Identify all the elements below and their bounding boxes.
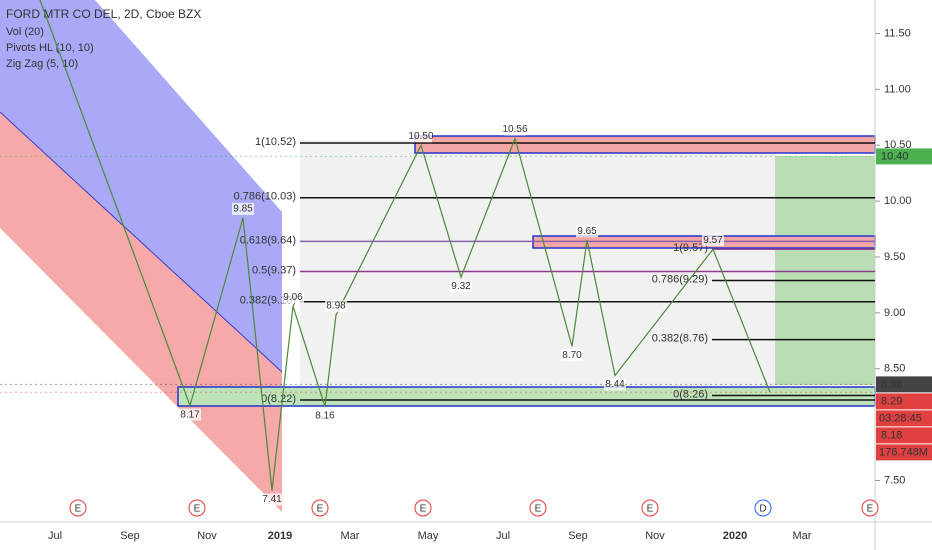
event-marker [188, 499, 206, 517]
countdown-tag [876, 410, 932, 427]
zigzag-line [39, 0, 771, 491]
event-label: E [420, 504, 427, 515]
indicator: Zig Zag (5, 10) [6, 58, 78, 70]
pivot-label: 9.06 [283, 292, 303, 303]
event-label: E [317, 504, 324, 515]
price-tag [876, 148, 932, 165]
event-label: E [535, 504, 542, 515]
pivot-label: 7.41 [262, 494, 282, 505]
pivot-label: 8.70 [562, 350, 582, 361]
pivot-label-bg [702, 234, 724, 247]
y-tick-label: 7.50 [884, 474, 905, 486]
volume-tag-label: 176.748M [879, 446, 928, 458]
event-marker [861, 499, 879, 517]
pivot-label: 10.50 [408, 131, 433, 142]
volume-tag [876, 444, 932, 461]
price-tag-label: 8.29 [881, 395, 902, 407]
price-tag [876, 376, 932, 393]
pivot-label: 9.65 [577, 226, 597, 237]
event-label: E [647, 504, 654, 515]
y-tick-label: 9.00 [884, 307, 905, 319]
plot [0, 0, 876, 512]
pivot-label: 9.57 [703, 235, 723, 246]
x-tick-label: Nov [197, 530, 217, 542]
fib-label: 0.382(8.76) [652, 333, 708, 345]
fib-label: 1(10.52) [255, 136, 296, 148]
event-label: E [75, 504, 82, 515]
pivot-label-bg [282, 291, 304, 304]
channel-upper [0, 0, 282, 372]
fib-label: 0(8.22) [261, 393, 296, 405]
x-tick-label: Mar [793, 530, 812, 542]
event-label: D [759, 504, 766, 515]
event-marker [641, 499, 659, 517]
y-tick-label: 9.50 [884, 251, 905, 263]
pivot-label-bg [232, 202, 254, 215]
event-label: E [194, 504, 201, 515]
x-tick-label: Sep [120, 530, 140, 542]
pivot-label-bg [261, 493, 283, 506]
pivot-label-bg [179, 408, 201, 421]
price-tag-label: 8.36 [881, 378, 902, 390]
y-tick-label: 10.50 [884, 139, 912, 151]
pivot-label: 10.56 [502, 124, 527, 135]
pivot-label-bg [561, 349, 583, 362]
price-tag-label: 10.40 [881, 150, 909, 162]
event-marker [529, 499, 547, 517]
indicator: Vol (20) [6, 26, 44, 38]
pivot-label: 8.17 [180, 409, 200, 420]
x-tick-label: Nov [645, 530, 665, 542]
pivot-label-bg [450, 280, 472, 293]
x-tick-label: 2020 [723, 530, 747, 542]
price-tag-label: 8.18 [881, 429, 902, 441]
x-tick-label: Jul [48, 530, 62, 542]
event-marker [311, 499, 329, 517]
fib-label: 0.618(9.64) [240, 234, 296, 246]
x-tick-label: 2019 [268, 530, 292, 542]
x-tick-label: Mar [341, 530, 360, 542]
fib-label: 0.786(10.03) [234, 191, 296, 203]
target-zone [775, 156, 875, 385]
fib-label: 1(9.57) [673, 242, 708, 254]
x-tick-label: Jul [496, 530, 510, 542]
x-tick-label: May [418, 530, 439, 542]
event-marker [414, 499, 432, 517]
y-tick-label: 11.00 [884, 83, 911, 95]
y-tick-label: 11.50 [884, 27, 911, 39]
pivot-label-bg [576, 225, 598, 238]
pivot-label-bg [504, 123, 526, 136]
price-tag [876, 427, 932, 444]
resistance-box [414, 135, 876, 154]
channel-line [0, 111, 283, 373]
pivot-label-bg [325, 300, 347, 313]
fib-label: 0.382(9.10) [240, 295, 296, 307]
indicator: Pivots HL (10, 10) [6, 42, 94, 54]
channel-lower [0, 112, 282, 512]
x-tick-label: Sep [568, 530, 588, 542]
pivot-label: 9.85 [233, 204, 253, 215]
event-marker [69, 499, 87, 517]
pivot-label-bg [410, 130, 432, 143]
price-tag [876, 393, 932, 410]
pivot-label-bg [314, 409, 336, 422]
fib-label: 0.5(9.37) [252, 264, 296, 276]
countdown: 03:28:45 [879, 412, 922, 424]
pivot-label: 8.98 [326, 301, 346, 312]
fib-label: 0.786(9.29) [652, 273, 708, 285]
pivot-label: 9.32 [451, 281, 471, 292]
fib-label: 0(8.26) [673, 388, 708, 400]
chart-title: FORD MTR CO DEL, 2D, Cboe BZX [6, 7, 201, 21]
pivot-label: 8.16 [315, 410, 335, 421]
y-tick-label: 10.00 [884, 195, 912, 207]
event-marker [754, 499, 772, 517]
y-tick-label: 8.50 [884, 363, 905, 375]
event-label: E [867, 504, 874, 515]
range-box [300, 140, 775, 386]
